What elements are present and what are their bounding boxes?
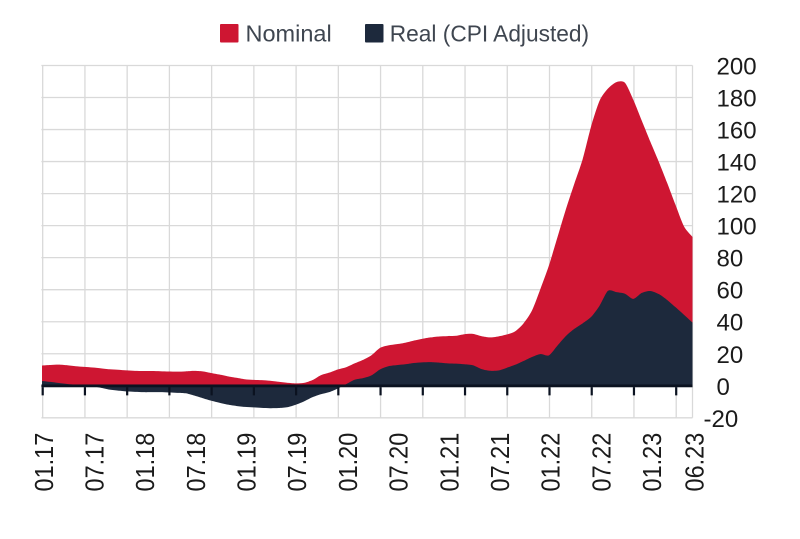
svg-text:07.20: 07.20	[384, 433, 414, 492]
svg-text:60: 60	[717, 278, 744, 305]
svg-text:07.18: 07.18	[182, 433, 212, 492]
svg-text:40: 40	[717, 310, 744, 337]
svg-text:Real (CPI Adjusted): Real (CPI Adjusted)	[390, 21, 589, 47]
svg-text:01.21: 01.21	[435, 433, 465, 492]
svg-text:-20: -20	[704, 406, 739, 433]
svg-text:07.21: 07.21	[486, 433, 516, 492]
svg-text:01.18: 01.18	[131, 433, 161, 492]
svg-text:01.17: 01.17	[30, 433, 60, 492]
svg-text:140: 140	[717, 150, 757, 177]
svg-text:07.22: 07.22	[587, 433, 617, 492]
svg-text:200: 200	[717, 54, 757, 81]
svg-text:80: 80	[717, 246, 744, 273]
svg-text:01.20: 01.20	[334, 433, 364, 492]
svg-text:01.19: 01.19	[232, 433, 262, 492]
svg-text:06.23: 06.23	[680, 433, 710, 492]
svg-text:07.19: 07.19	[283, 433, 313, 492]
svg-text:180: 180	[717, 86, 757, 113]
svg-text:120: 120	[717, 182, 757, 209]
svg-text:160: 160	[717, 118, 757, 145]
svg-text:Nominal: Nominal	[246, 21, 332, 47]
svg-text:07.17: 07.17	[80, 433, 110, 492]
svg-text:20: 20	[717, 342, 744, 369]
svg-text:01.22: 01.22	[536, 433, 566, 492]
svg-text:01.23: 01.23	[638, 433, 668, 492]
svg-text:0: 0	[717, 374, 730, 401]
svg-text:100: 100	[717, 214, 757, 241]
